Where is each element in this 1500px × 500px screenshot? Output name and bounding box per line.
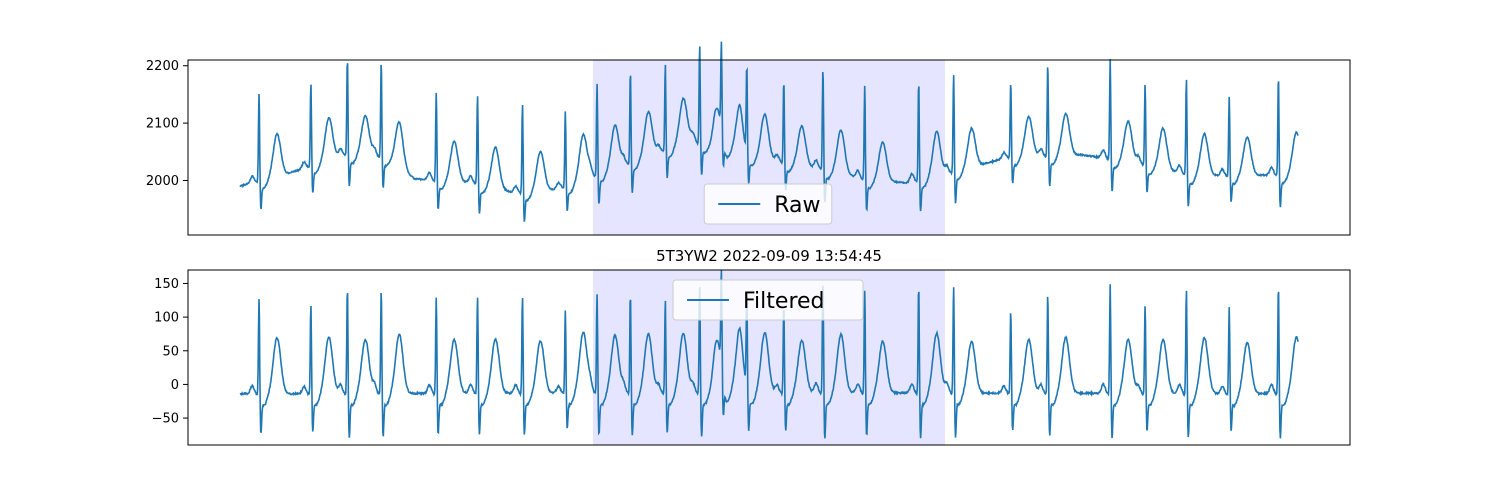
y-tick-label: −50 <box>152 412 179 427</box>
y-tick-label: 2200 <box>146 59 179 74</box>
filtered-legend: Filtered <box>672 279 864 321</box>
y-tick-label: 2000 <box>146 174 179 189</box>
filtered-axes-frame <box>187 269 1351 446</box>
filtered-panel-title: 5T3YW2 2022-09-09 13:54:45 <box>656 247 882 265</box>
raw-y-axis: 2000 2100 2200 <box>146 59 188 189</box>
raw-legend-label: Raw <box>774 193 820 218</box>
filtered-panel: −50 0 50 100 150 Filtered <box>152 269 1351 446</box>
filtered-legend-box <box>672 279 864 321</box>
y-tick-label: 50 <box>162 344 179 359</box>
y-tick-label: 150 <box>154 277 179 292</box>
raw-legend-box <box>703 183 833 225</box>
y-tick-label: 100 <box>154 311 179 326</box>
filtered-y-axis: −50 0 50 100 150 <box>152 277 188 427</box>
y-tick-label: 0 <box>171 378 179 393</box>
raw-axes-frame <box>187 59 1351 236</box>
raw-panel: 2000 2100 2200 Raw <box>146 41 1351 236</box>
filtered-legend-label: Filtered <box>743 289 825 314</box>
filtered-series-line <box>239 270 1299 439</box>
raw-legend: Raw <box>703 183 833 225</box>
y-tick-label: 2100 <box>146 117 179 132</box>
raw-series-line <box>239 41 1299 222</box>
